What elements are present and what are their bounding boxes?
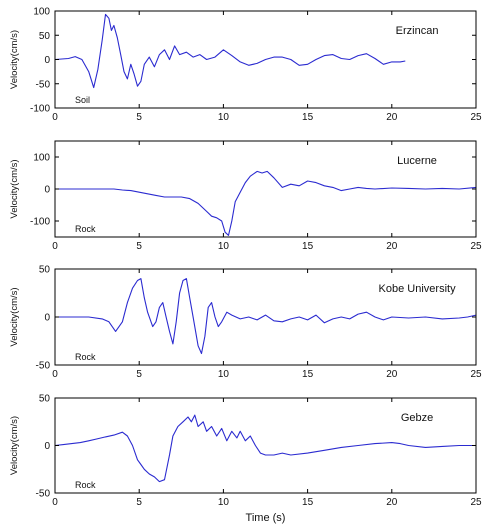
- station-name: Gebze: [401, 412, 433, 424]
- x-tick-label: 20: [386, 369, 398, 380]
- y-tick-label: 0: [44, 313, 50, 324]
- x-tick-label: 0: [52, 112, 58, 123]
- x-tick-label: 25: [470, 112, 482, 123]
- y-tick-label: -50: [36, 361, 51, 372]
- y-axis-label: Velocity(cm/s): [9, 159, 20, 218]
- x-tick-label: 10: [218, 241, 230, 252]
- y-tick-label: 100: [33, 153, 50, 164]
- y-axis-label: Velocity(cm/s): [9, 416, 20, 475]
- x-tick-label: 5: [136, 497, 142, 508]
- x-tick-label: 5: [136, 112, 142, 123]
- x-tick-label: 20: [386, 241, 398, 252]
- x-axis-label: Time (s): [246, 512, 286, 524]
- x-tick-label: 15: [302, 241, 314, 252]
- velocity-trace: [54, 13, 406, 89]
- x-tick-label: 0: [52, 369, 58, 380]
- y-tick-label: -50: [36, 489, 51, 500]
- y-tick-label: -50: [36, 79, 51, 90]
- x-tick-label: 5: [136, 369, 142, 380]
- y-tick-label: 50: [39, 265, 51, 276]
- velocity-trace: [55, 278, 477, 355]
- y-axis-label: Velocity(cm/s): [9, 287, 20, 346]
- y-tick-label: 0: [44, 185, 50, 196]
- x-tick-label: 15: [302, 112, 314, 123]
- station-name: Lucerne: [397, 155, 437, 167]
- x-tick-label: 0: [52, 241, 58, 252]
- station-name: Kobe University: [379, 283, 457, 295]
- panel-lucerne: 0 5 10 15 20 25 -100 0 100 Velocity(cm/s) Lucerne R…: [9, 140, 482, 252]
- x-tick-label: 25: [470, 369, 482, 380]
- site-condition-label: Rock: [75, 480, 96, 490]
- y-tick-label: -100: [30, 104, 50, 115]
- y-tick-label: 50: [39, 394, 51, 405]
- velocity-trace: [54, 414, 476, 483]
- x-tick-label: 20: [386, 497, 398, 508]
- x-tick-label: 10: [218, 497, 230, 508]
- site-condition-label: Rock: [75, 224, 96, 234]
- x-tick-label: 0: [52, 497, 58, 508]
- site-condition-label: Soil: [75, 95, 90, 105]
- x-tick-label: 25: [470, 241, 482, 252]
- x-tick-label: 25: [470, 497, 482, 508]
- y-tick-label: 100: [33, 7, 50, 18]
- x-tick-label: 5: [136, 241, 142, 252]
- station-name: Erzincan: [396, 25, 439, 37]
- velocity-trace: [55, 170, 477, 236]
- x-tick-label: 10: [218, 369, 230, 380]
- y-tick-label: -100: [30, 217, 50, 228]
- x-tick-label: 10: [218, 112, 230, 123]
- y-axis-label: Velocity(cm/s): [9, 30, 20, 89]
- site-condition-label: Rock: [75, 352, 96, 362]
- y-tick-label: 50: [39, 31, 51, 42]
- x-tick-label: 15: [302, 369, 314, 380]
- x-tick-label: 20: [386, 112, 398, 123]
- y-tick-label: 0: [44, 55, 50, 66]
- y-tick-label: 0: [44, 441, 50, 452]
- x-tick-label: 15: [302, 497, 314, 508]
- panel-erzincan: 0 5 10 15 20 25 -100 -50 0 50 100 Velocity(cm/s) Erz…: [9, 7, 482, 124]
